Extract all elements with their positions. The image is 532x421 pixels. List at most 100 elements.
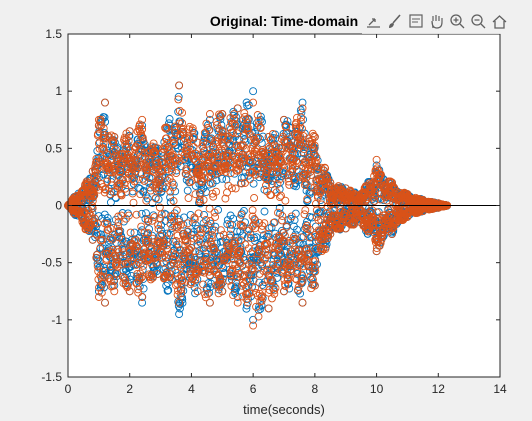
brush-button[interactable] [385,12,404,31]
data-point [280,231,289,240]
data-point [183,186,192,195]
data-point [273,180,282,189]
data-point [269,265,278,273]
y-tick-label: -0.5 [41,256,62,270]
data-point [347,219,356,228]
export-button[interactable] [364,12,383,31]
data-point [100,146,108,155]
data-point [192,149,200,158]
data-point [252,302,261,311]
data-point [248,212,257,221]
data-point [201,249,210,258]
home-button[interactable] [490,12,509,31]
x-tick-label: 6 [250,382,257,396]
data-point [282,222,291,231]
data-point [142,209,150,218]
pan-button[interactable] [427,12,446,31]
data-point [94,293,103,301]
data-point [146,186,155,195]
data-point [312,206,321,215]
data-point [357,190,366,199]
data-point [174,95,183,104]
data-point [174,92,183,101]
data-point [250,193,259,202]
data-point [191,275,200,284]
data-point [93,158,102,167]
data-point [259,267,268,276]
data-point [252,147,261,156]
data-point [175,106,184,115]
data-point [154,224,163,233]
data-point [309,132,318,140]
data-point [312,153,321,162]
data-point [108,174,116,183]
data-point [223,256,232,265]
data-point [168,178,177,187]
data-point [139,137,148,146]
data-point [290,258,299,267]
data-point [162,235,171,244]
data-point [141,248,150,257]
data-point [260,185,269,194]
data-point [361,197,370,205]
chart-title: Original: Time-domain [210,13,358,29]
data-point [284,236,293,245]
data-point [177,276,186,285]
data-point [231,283,240,292]
data-point [123,282,132,290]
data-point [107,178,116,187]
data-point [144,229,153,238]
data-point [223,241,231,250]
data-point [203,225,211,234]
zoom-in-button[interactable] [448,12,467,31]
data-point [193,138,202,147]
data-point [253,165,261,174]
data-point [92,175,101,183]
data-point [140,176,149,185]
data-point [303,197,312,206]
data-point [210,260,219,269]
data-point [285,180,294,189]
data-point [90,218,99,227]
data-point [155,176,164,185]
data-point [174,107,183,116]
data-point [160,251,168,260]
data-point [388,178,396,187]
data-point [268,294,276,303]
data-point [91,176,100,185]
data-point [269,218,278,227]
zoom-out-button[interactable] [469,12,488,31]
data-point [194,209,203,218]
data-point [199,280,208,289]
data-point [205,110,214,118]
data-point [191,190,200,199]
data-point [251,170,260,179]
data-point [249,87,258,96]
data-point [171,187,180,196]
data-point [244,244,253,253]
x-tick-label: 12 [432,382,446,396]
data-point [253,111,262,119]
data-point [105,274,114,282]
data-point [268,158,277,167]
data-point [185,134,194,143]
data-point [158,167,167,176]
data-point [287,154,296,163]
data-point [207,171,216,180]
data-point [128,174,137,183]
data-point [181,237,190,246]
x-tick-label: 14 [493,382,507,396]
data-point [146,275,155,284]
data-point [324,234,332,242]
data-point [235,214,244,223]
data-point [226,220,235,229]
data-point [193,287,202,296]
data-point [97,230,105,239]
y-tick-label: 1.5 [45,27,62,41]
data-point [258,281,267,289]
data-point [121,184,130,193]
data-point [133,161,141,170]
data-point [341,184,350,193]
data-point [112,150,121,159]
datatip-button[interactable] [406,12,425,31]
